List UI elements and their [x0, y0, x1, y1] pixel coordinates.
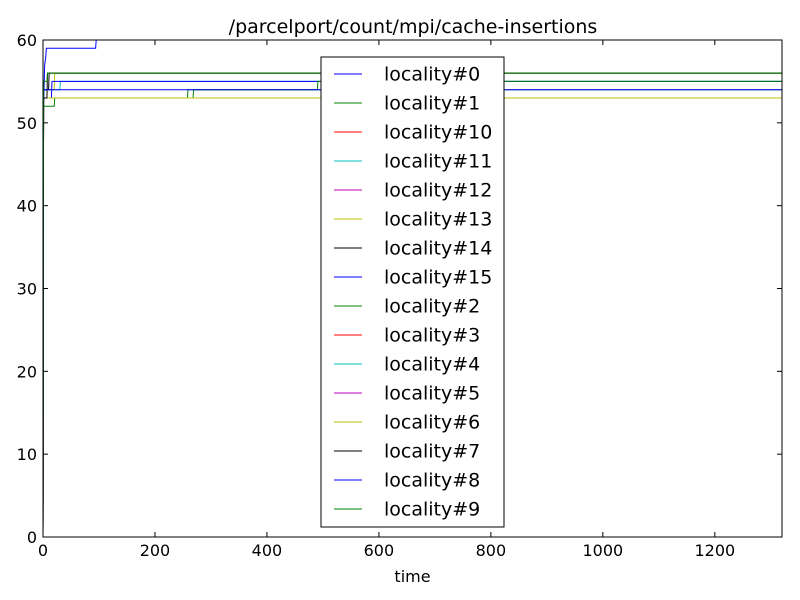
legend-label: locality#10 — [384, 122, 492, 144]
legend-label: locality#8 — [384, 470, 480, 492]
legend-label: locality#14 — [384, 238, 492, 260]
legend-label: locality#12 — [384, 180, 492, 202]
legend-item: locality#12 — [334, 180, 492, 202]
legend-item: locality#1 — [334, 93, 480, 115]
legend: locality#0 locality#1 locality#10 locality#… — [320, 56, 505, 528]
legend-label: locality#2 — [384, 296, 480, 318]
x-tick-label: 400 — [252, 541, 283, 560]
x-tick-label: 1000 — [582, 541, 623, 560]
legend-label: locality#5 — [384, 383, 480, 405]
legend-item: locality#6 — [334, 412, 480, 434]
legend-label: locality#0 — [384, 64, 480, 86]
chart-title: /parcelport/count/mpi/cache-insertions — [229, 16, 598, 38]
y-tick-label: 30 — [17, 280, 37, 299]
x-tick-label: 800 — [476, 541, 507, 560]
legend-label: locality#13 — [384, 209, 492, 231]
legend-item: locality#8 — [334, 470, 480, 492]
legend-item: locality#15 — [334, 267, 492, 289]
legend-item: locality#13 — [334, 209, 492, 231]
legend-label: locality#1 — [384, 93, 480, 115]
y-tick-label: 0 — [27, 528, 37, 547]
legend-label: locality#6 — [384, 412, 480, 434]
legend-entries: locality#0 locality#1 locality#10 locality#… — [334, 64, 492, 521]
x-tick-label: 600 — [364, 541, 395, 560]
x-tick-label: 200 — [140, 541, 171, 560]
legend-item: locality#4 — [334, 354, 480, 376]
legend-item: locality#9 — [334, 499, 480, 521]
x-tick-label: 0 — [38, 541, 48, 560]
y-tick-label: 10 — [17, 445, 37, 464]
y-tick-label: 40 — [17, 197, 37, 216]
legend-item: locality#10 — [334, 122, 492, 144]
legend-item: locality#0 — [334, 64, 480, 86]
x-axis-label: time — [394, 567, 430, 586]
y-tick-label: 60 — [17, 31, 37, 50]
legend-label: locality#15 — [384, 267, 492, 289]
legend-label: locality#3 — [384, 325, 480, 347]
legend-label: locality#4 — [384, 354, 480, 376]
legend-label: locality#11 — [384, 151, 492, 173]
legend-label: locality#9 — [384, 499, 480, 521]
legend-box — [320, 56, 505, 528]
y-tick-label: 20 — [17, 362, 37, 381]
y-tick-label: 50 — [17, 114, 37, 133]
legend-item: locality#5 — [334, 383, 480, 405]
legend-item: locality#11 — [334, 151, 492, 173]
legend-item: locality#7 — [334, 441, 480, 463]
legend-label: locality#7 — [384, 441, 480, 463]
legend-item: locality#3 — [334, 325, 480, 347]
ticks-layer: 0 200 400 600 800 1000 1200 0 10 20 30 40 50 60 — [17, 31, 782, 560]
x-tick-label: 1200 — [694, 541, 735, 560]
legend-item: locality#14 — [334, 238, 492, 260]
legend-item: locality#2 — [334, 296, 480, 318]
